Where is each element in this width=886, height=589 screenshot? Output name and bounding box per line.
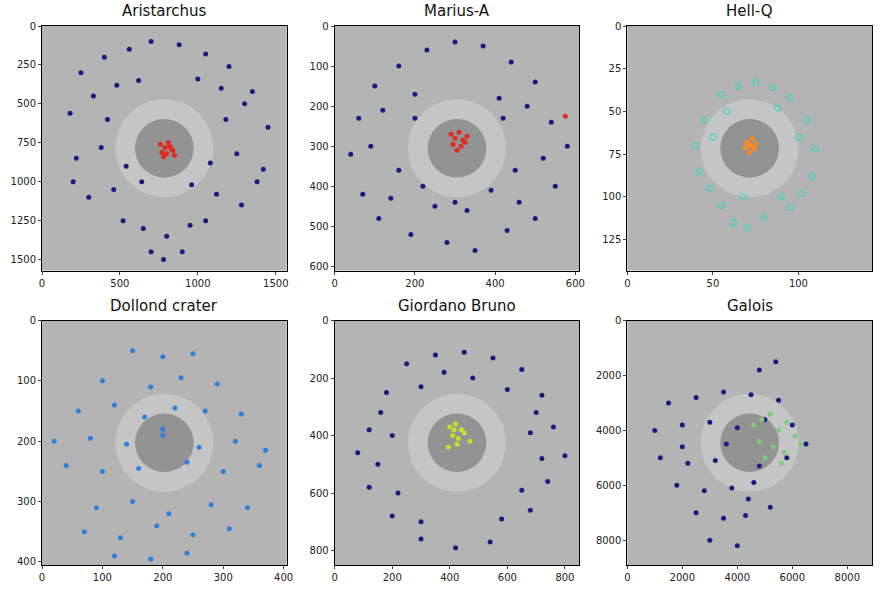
svg-text:50: 50 [609,106,622,117]
svg-text:0: 0 [624,572,630,583]
svg-text:200: 200 [310,373,329,384]
svg-text:200: 200 [17,436,36,447]
svg-text:0: 0 [30,315,36,326]
svg-text:100: 100 [17,375,36,386]
svg-text:200: 200 [153,572,172,583]
svg-text:4000: 4000 [596,425,621,436]
svg-text:2000: 2000 [670,572,695,583]
svg-text:6000: 6000 [780,572,805,583]
svg-text:1500: 1500 [263,278,288,289]
svg-text:600: 600 [566,278,585,289]
svg-text:25: 25 [609,63,622,74]
svg-text:400: 400 [17,556,36,567]
svg-text:0: 0 [615,21,621,32]
svg-text:1250: 1250 [11,215,36,226]
svg-text:Galois: Galois [727,297,773,315]
svg-text:200: 200 [310,101,329,112]
svg-text:1000: 1000 [11,176,36,187]
svg-text:800: 800 [555,572,574,583]
svg-text:0: 0 [615,315,621,326]
svg-text:1500: 1500 [11,254,36,265]
svg-text:0: 0 [331,278,337,289]
svg-text:300: 300 [17,496,36,507]
svg-text:400: 400 [310,181,329,192]
svg-text:400: 400 [486,278,505,289]
svg-text:100: 100 [789,278,808,289]
svg-text:8000: 8000 [835,572,860,583]
svg-text:Dollond crater: Dollond crater [110,297,218,315]
svg-text:8000: 8000 [596,535,621,546]
svg-text:75: 75 [609,149,622,160]
svg-text:Hell-Q: Hell-Q [726,2,773,20]
svg-text:2000: 2000 [596,370,621,381]
svg-text:0: 0 [322,21,328,32]
svg-text:600: 600 [310,488,329,499]
svg-text:200: 200 [405,278,424,289]
svg-text:0: 0 [39,572,45,583]
svg-text:600: 600 [310,261,329,272]
svg-text:500: 500 [310,221,329,232]
svg-text:Marius-A: Marius-A [424,2,490,20]
svg-text:400: 400 [310,430,329,441]
svg-text:500: 500 [110,278,129,289]
svg-text:0: 0 [322,315,328,326]
svg-text:300: 300 [310,141,329,152]
svg-text:0: 0 [39,278,45,289]
svg-text:0: 0 [30,21,36,32]
svg-text:100: 100 [602,191,621,202]
svg-text:125: 125 [602,234,621,245]
svg-text:400: 400 [274,572,293,583]
svg-text:300: 300 [214,572,233,583]
svg-text:Giordano Bruno: Giordano Bruno [398,297,516,315]
svg-text:0: 0 [624,278,630,289]
svg-text:100: 100 [310,61,329,72]
svg-text:0: 0 [331,572,337,583]
svg-text:4000: 4000 [725,572,750,583]
svg-text:250: 250 [17,59,36,70]
svg-text:750: 750 [17,137,36,148]
svg-text:800: 800 [310,545,329,556]
svg-text:Aristarchus: Aristarchus [122,2,207,20]
svg-text:100: 100 [93,572,112,583]
svg-text:600: 600 [498,572,517,583]
svg-text:50: 50 [707,278,720,289]
svg-text:200: 200 [383,572,402,583]
svg-text:1000: 1000 [185,278,210,289]
svg-text:6000: 6000 [596,480,621,491]
svg-text:400: 400 [440,572,459,583]
svg-text:500: 500 [17,98,36,109]
